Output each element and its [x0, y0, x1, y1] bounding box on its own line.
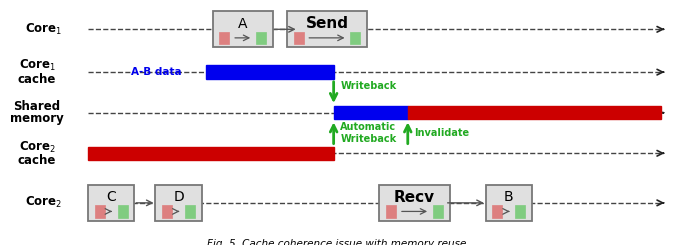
Bar [94, 205, 105, 218]
Bar [334, 106, 408, 120]
Bar [294, 32, 303, 44]
FancyBboxPatch shape [155, 185, 202, 221]
FancyBboxPatch shape [379, 185, 450, 221]
FancyBboxPatch shape [213, 11, 273, 47]
Text: Recv: Recv [394, 190, 435, 205]
FancyBboxPatch shape [485, 185, 532, 221]
Text: A: A [238, 17, 247, 31]
Text: D: D [173, 190, 184, 204]
Text: Invalidate: Invalidate [415, 128, 470, 138]
Bar [256, 32, 266, 44]
Text: Automatic
Writeback: Automatic Writeback [340, 122, 396, 144]
Text: C-D data: C-D data [458, 108, 510, 118]
Text: Send: Send [305, 16, 348, 31]
Text: A-B data: A-B data [131, 67, 182, 77]
Bar [386, 205, 396, 218]
Text: C: C [106, 190, 116, 204]
Bar [206, 65, 334, 79]
Bar [516, 205, 526, 218]
Bar [350, 32, 360, 44]
FancyBboxPatch shape [287, 11, 367, 47]
Bar [220, 32, 229, 44]
FancyBboxPatch shape [88, 185, 135, 221]
Text: Fig. 5  Cache coherence issue with memory reuse: Fig. 5 Cache coherence issue with memory… [208, 239, 466, 245]
Text: A-B data: A-B data [339, 108, 390, 118]
Bar [492, 205, 503, 218]
Bar [117, 205, 128, 218]
Text: B: B [504, 190, 514, 204]
Bar [162, 205, 173, 218]
Text: Core$_2$: Core$_2$ [26, 195, 62, 210]
Text: Core$_2$
cache: Core$_2$ cache [18, 139, 56, 167]
Text: Core$_1$
cache: Core$_1$ cache [18, 58, 56, 86]
Bar [88, 147, 334, 160]
Text: Core$_1$: Core$_1$ [26, 22, 62, 37]
Bar [408, 106, 661, 120]
Bar [433, 205, 443, 218]
Text: C-D data: C-D data [98, 148, 149, 158]
Text: Writeback: Writeback [340, 81, 396, 91]
Bar [185, 205, 195, 218]
Text: Shared
memory: Shared memory [10, 100, 64, 125]
